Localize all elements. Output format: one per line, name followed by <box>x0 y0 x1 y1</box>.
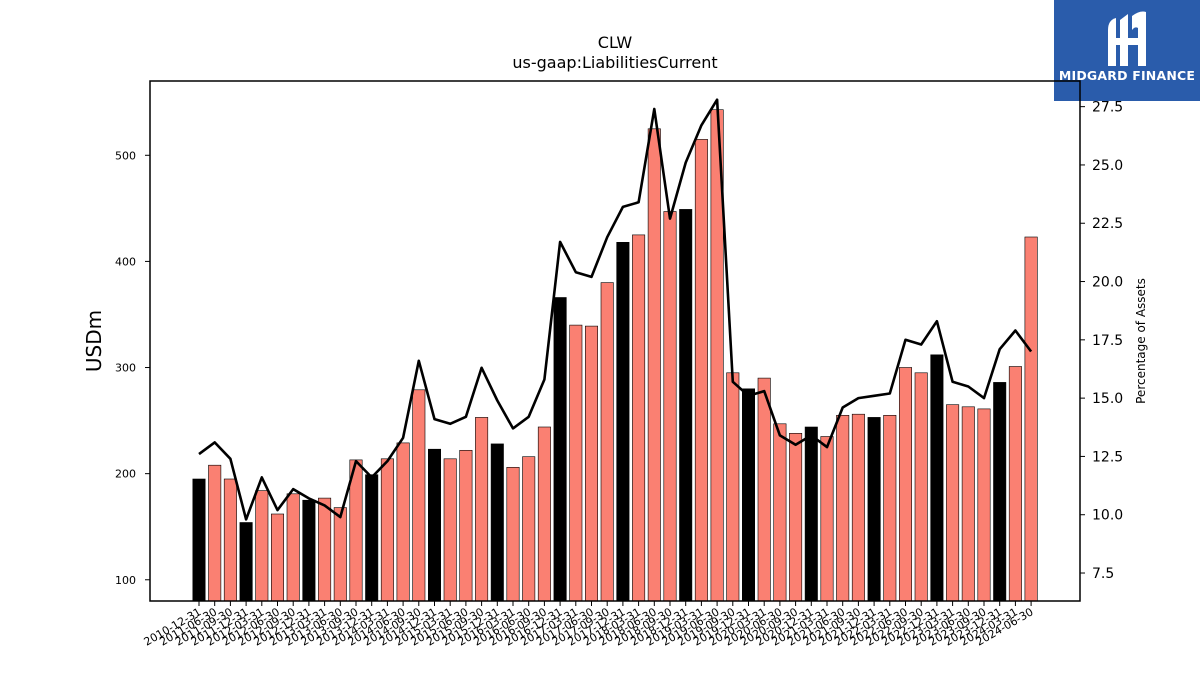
percentage-line-series <box>198 98 1033 521</box>
plot-frame <box>149 80 1081 602</box>
bar <box>522 456 536 602</box>
bar <box>380 458 394 602</box>
y2-tick-label: 22.5 <box>1092 216 1123 232</box>
y2-tick-label: 12.5 <box>1092 449 1123 465</box>
y2-tick-label: 15.0 <box>1092 391 1123 407</box>
bar <box>741 388 755 602</box>
y-tick-label: 500 <box>115 149 136 162</box>
line-path <box>198 98 1033 521</box>
y-tick-label: 300 <box>115 362 136 375</box>
y-tick-label: 200 <box>115 468 136 481</box>
bar <box>804 426 818 602</box>
bar <box>820 436 834 602</box>
bar <box>302 499 316 602</box>
bar <box>584 325 598 602</box>
bar <box>773 423 787 602</box>
bar <box>898 367 912 602</box>
bar <box>223 478 237 602</box>
y2-tick-label: 20.0 <box>1092 275 1123 291</box>
bar <box>789 432 803 602</box>
bar <box>553 297 567 602</box>
bar <box>318 497 332 602</box>
bar <box>192 478 206 602</box>
y-tick-label: 400 <box>115 255 136 268</box>
bar <box>663 211 677 602</box>
bar <box>396 442 410 602</box>
y2-tick-label: 27.5 <box>1092 100 1123 116</box>
y2-tick-label: 7.5 <box>1092 566 1114 582</box>
bar <box>977 408 991 602</box>
bar-series <box>192 109 1038 602</box>
bar <box>647 128 661 602</box>
bar <box>365 474 379 602</box>
y2-tick-label: 25.0 <box>1092 158 1123 174</box>
y2-axis-label: Percentage of Assets <box>1134 278 1148 404</box>
bar <box>930 354 944 602</box>
bar <box>270 513 284 602</box>
bar <box>1008 366 1022 602</box>
y2-tick-label: 17.5 <box>1092 333 1123 349</box>
bar <box>757 377 771 602</box>
y-tick-label: 100 <box>115 574 136 587</box>
bar <box>993 382 1007 602</box>
logo-text: MIDGARD FINANCE <box>1058 68 1196 83</box>
y-axis-label: USDm <box>82 310 106 372</box>
bar <box>255 490 269 602</box>
axis-ticks: 100 200 300 400 500 7.5 10.0 12.5 15.0 17.5 20.0 22… <box>115 100 1123 649</box>
bar <box>208 464 222 602</box>
bar <box>239 522 253 602</box>
bar <box>506 466 520 602</box>
bar <box>726 372 740 602</box>
midgard-logo-icon <box>1108 11 1146 66</box>
bar <box>459 449 473 602</box>
bar <box>443 458 457 602</box>
bar <box>333 507 347 602</box>
bar <box>679 209 693 602</box>
bar <box>867 417 881 602</box>
bar <box>600 282 614 602</box>
y2-tick-label: 10.0 <box>1092 508 1123 524</box>
bar <box>632 234 646 602</box>
bar <box>946 404 960 602</box>
bar <box>490 443 504 602</box>
chart-title: CLW <box>598 33 633 52</box>
bar <box>851 413 865 602</box>
midgard-finance-logo: MIDGARD FINANCE <box>1054 0 1200 101</box>
bar <box>836 414 850 602</box>
bar <box>475 417 489 602</box>
bar <box>1024 236 1038 602</box>
bar <box>961 406 975 602</box>
bar <box>427 448 441 602</box>
bar <box>914 372 928 602</box>
bar <box>569 324 583 602</box>
bar <box>537 426 551 602</box>
bar <box>286 493 300 602</box>
bar <box>694 139 708 602</box>
bar <box>883 414 897 602</box>
bar <box>412 389 426 602</box>
chart-subtitle: us-gaap:LiabilitiesCurrent <box>512 53 717 72</box>
bar <box>616 242 630 602</box>
